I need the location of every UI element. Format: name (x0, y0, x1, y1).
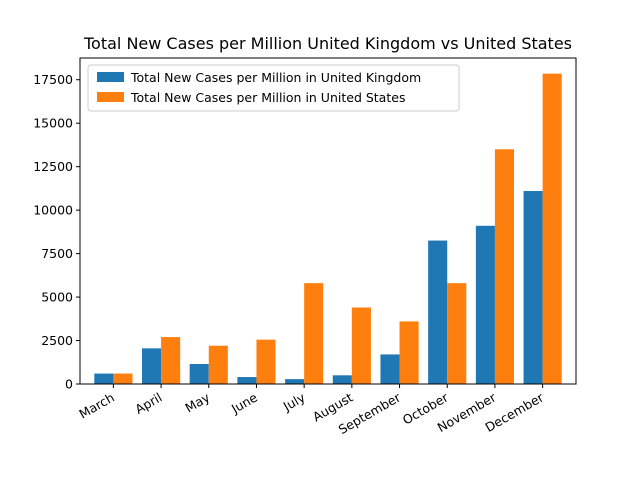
y-tick-label: 10000 (33, 203, 73, 218)
bar-us-march (113, 373, 133, 384)
bar-us-september (399, 321, 419, 384)
y-tick-label: 12500 (33, 159, 73, 174)
legend: Total New Cases per Million in United Ki… (87, 64, 460, 112)
bar-uk-october (428, 240, 448, 384)
bar-uk-november (475, 225, 495, 384)
legend-box (87, 64, 460, 112)
bar-uk-may (189, 364, 209, 384)
y-tick-label: 7500 (41, 246, 73, 261)
bar-uk-december (523, 191, 543, 384)
y-tick-label: 2500 (41, 333, 73, 348)
legend-label-us: Total New Cases per Million in United St… (130, 90, 405, 105)
bar-us-december (542, 73, 562, 385)
y-tick-label: 15000 (33, 116, 73, 131)
legend-swatch-uk (97, 72, 124, 82)
legend-label-uk: Total New Cases per Million in United Ki… (130, 70, 421, 85)
bar-uk-april (142, 348, 162, 384)
bar-us-october (447, 283, 467, 384)
legend-swatch-us (97, 92, 124, 102)
axes-frame (79, 57, 577, 385)
bar-uk-march (94, 373, 114, 384)
bar-us-november (494, 149, 514, 384)
chart-title: Total New Cases per Million United Kingd… (83, 34, 572, 53)
bar-us-august (351, 307, 371, 384)
y-tick-label: 17500 (33, 72, 73, 87)
bar-us-june (256, 339, 276, 384)
bar-uk-june (237, 377, 257, 384)
bar-uk-september (380, 354, 400, 384)
bar-us-may (208, 345, 228, 384)
y-tick-label: 5000 (41, 290, 73, 305)
bar-uk-august (332, 375, 352, 384)
bar-us-july (304, 283, 324, 384)
bar-us-april (161, 337, 181, 384)
y-tick-label: 0 (65, 377, 73, 392)
bar-uk-july (285, 379, 305, 384)
